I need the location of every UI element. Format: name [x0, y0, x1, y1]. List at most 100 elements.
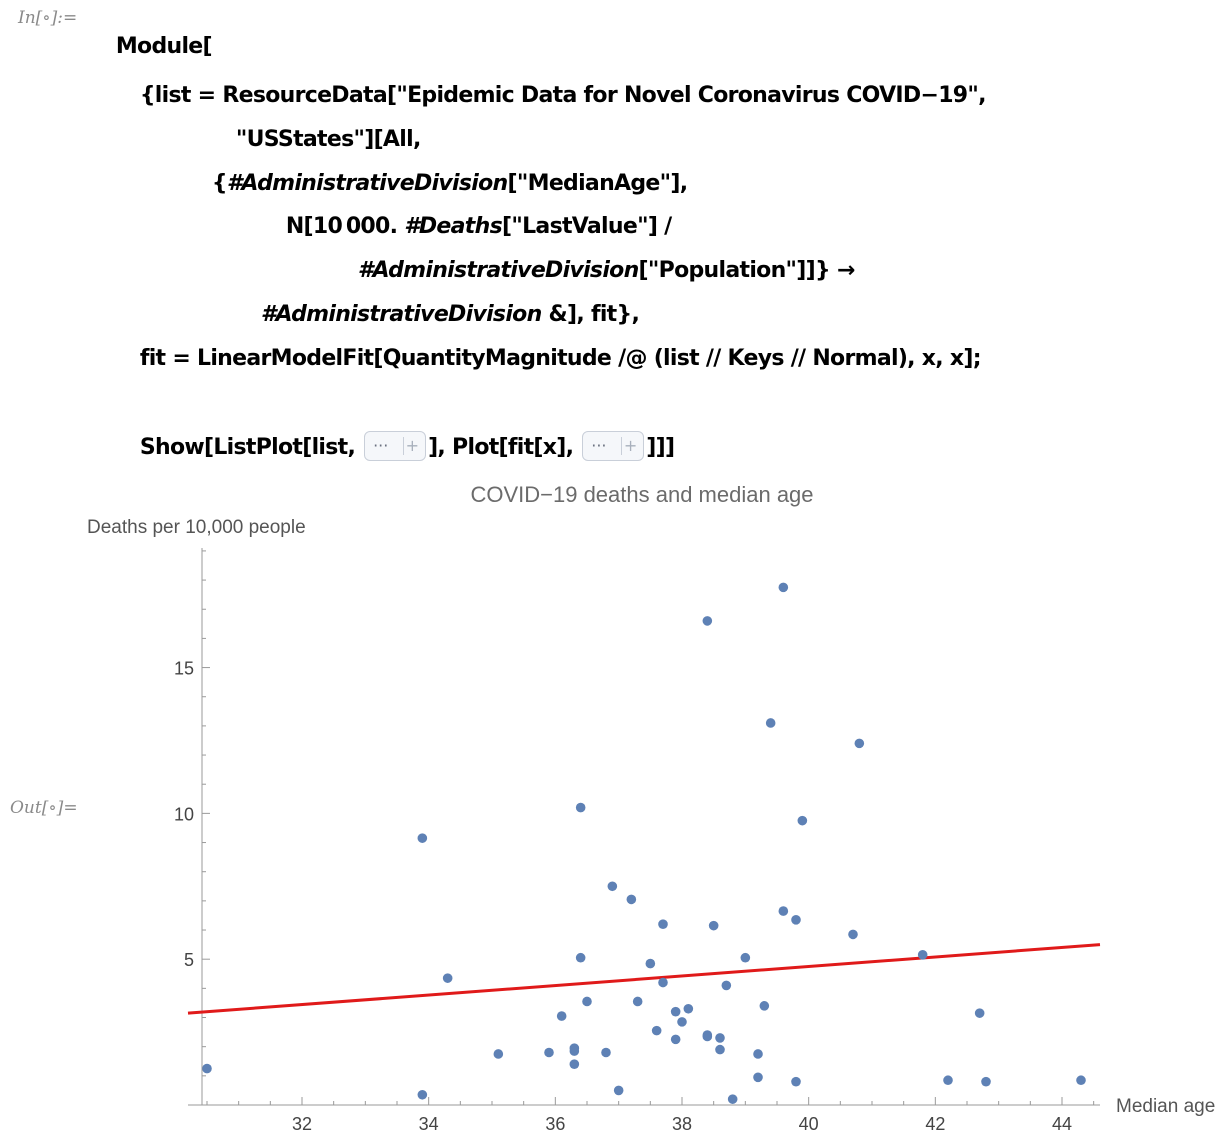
code-module: Module[ [115, 34, 213, 59]
code-line-6: #AdministrativeDivision["Population"]]} … [330, 226, 856, 283]
data-point [645, 958, 656, 969]
code-line-9: Show[ListPlot[list, ··· +], Plot[fit[x], … [112, 403, 675, 461]
data-point [797, 815, 808, 826]
data-point [575, 802, 586, 813]
axes [188, 548, 1100, 1106]
data-point [981, 1076, 991, 1087]
data-point [607, 881, 618, 892]
data-point [569, 1046, 580, 1056]
input-cell-label: In[∘]:= [18, 8, 78, 28]
data-point [753, 1072, 763, 1083]
code-line-7: #AdministrativeDivision &], fit}, [233, 270, 640, 327]
data-point [658, 919, 668, 929]
data-point [417, 833, 428, 843]
code-slot-deaths: #Deaths [404, 214, 502, 239]
code-line-2: {list = ResourceData["Epidemic Data for … [112, 51, 987, 108]
data-point [202, 1063, 212, 1074]
x-tick-label: 42 [925, 1114, 945, 1134]
code-linear-model-fit: fit = LinearModelFit[QuantityMagnitude /… [139, 346, 982, 371]
data-point [759, 1001, 770, 1011]
data-point [721, 980, 732, 991]
data-point [677, 1017, 687, 1027]
data-point [848, 929, 858, 940]
data-point [753, 1049, 763, 1059]
y-tick-label: 15 [174, 659, 194, 679]
x-tick-label: 34 [419, 1114, 439, 1134]
data-point [601, 1047, 611, 1058]
data-point [974, 1008, 985, 1018]
data-point [544, 1047, 554, 1058]
data-point [569, 1059, 580, 1069]
code-line-4: {#AdministrativeDivision["MedianAge"], [184, 139, 688, 196]
code-line-5: N[10 000. #Deaths["LastValue"] / [258, 182, 672, 239]
data-points [202, 582, 1086, 1104]
code-n-call: N[10 000. [285, 214, 405, 239]
plus-icon: + [405, 436, 420, 455]
code-closing-brackets: ]]] [646, 435, 675, 460]
data-point [613, 1085, 624, 1096]
data-point [702, 1031, 713, 1042]
code-brace: { [211, 171, 228, 196]
data-point [854, 738, 865, 749]
linear-fit-line [187, 943, 1101, 1015]
code-line-3: "USStates"][All, [208, 95, 421, 152]
y-tick-label: 10 [174, 804, 194, 824]
code-input-cell[interactable]: Module[ {list = ResourceData["Epidemic D… [0, 0, 1222, 461]
data-point [715, 1044, 725, 1055]
data-point [765, 718, 776, 728]
data-point [778, 906, 789, 916]
chart-title: COVID−19 deaths and median age [470, 482, 813, 507]
code-slot-admin-division: #AdministrativeDivision [260, 302, 542, 327]
data-point [442, 973, 453, 983]
code-slot-admin-division: #AdministrativeDivision [226, 171, 508, 196]
x-tick-label: 36 [545, 1114, 565, 1134]
y-tick-label: 5 [184, 950, 194, 970]
x-tick-label: 32 [292, 1114, 312, 1134]
output-cell-label: Out[∘]= [10, 798, 78, 818]
code-line-1: Module[ [88, 2, 213, 59]
code-median-age: ["MedianAge"], [507, 171, 689, 196]
data-point [683, 1003, 694, 1014]
data-point [632, 996, 643, 1007]
code-show-listplot: Show[ListPlot[list, [139, 435, 363, 460]
data-point [943, 1075, 953, 1086]
data-point [556, 1011, 567, 1021]
data-point [493, 1049, 504, 1059]
data-point [658, 977, 668, 988]
x-tick-label: 40 [799, 1114, 819, 1134]
scatter-plot[interactable]: COVID−19 deaths and median age Deaths pe… [0, 460, 1222, 1136]
plus-icon: + [623, 436, 638, 455]
data-point [575, 952, 586, 963]
code-resource-data: {list = ResourceData["Epidemic Data for … [139, 83, 987, 108]
data-point [1076, 1075, 1086, 1086]
data-point [626, 894, 637, 905]
code-usstates: "USStates"][All, [235, 127, 421, 152]
data-point [740, 952, 751, 963]
data-point [651, 1025, 662, 1036]
x-tick-label: 38 [672, 1114, 692, 1134]
elide-divider [403, 437, 405, 455]
data-point [702, 616, 713, 626]
code-line-8: fit = LinearModelFit[QuantityMagnitude /… [112, 314, 982, 371]
data-point [582, 996, 592, 1007]
code-fit-close: &], fit}, [541, 302, 640, 327]
data-point [670, 1006, 681, 1017]
code-plot-fit: ], Plot[fit[x], [428, 435, 581, 460]
elided-options-button[interactable]: ··· + [582, 431, 645, 461]
data-point [791, 1076, 801, 1087]
ellipsis-icon: ··· [373, 436, 389, 455]
fit-line-group [187, 943, 1101, 1015]
data-point [670, 1034, 681, 1045]
code-last-value: ["LastValue"] / [501, 214, 672, 239]
elided-options-button[interactable]: ··· + [364, 431, 427, 461]
data-point [715, 1033, 725, 1043]
ellipsis-icon: ··· [591, 436, 607, 455]
x-axis-label: Median age [1116, 1096, 1215, 1117]
elide-divider [621, 437, 623, 455]
data-point [778, 582, 789, 593]
code-slot-admin-division: #AdministrativeDivision [357, 258, 639, 283]
axis-ticks: 32 34 36 38 40 42 44 5 10 15 [174, 550, 1095, 1134]
x-tick-label: 44 [1052, 1114, 1072, 1134]
code-population: ["Population"]]} → [638, 258, 856, 283]
data-point [917, 950, 928, 960]
